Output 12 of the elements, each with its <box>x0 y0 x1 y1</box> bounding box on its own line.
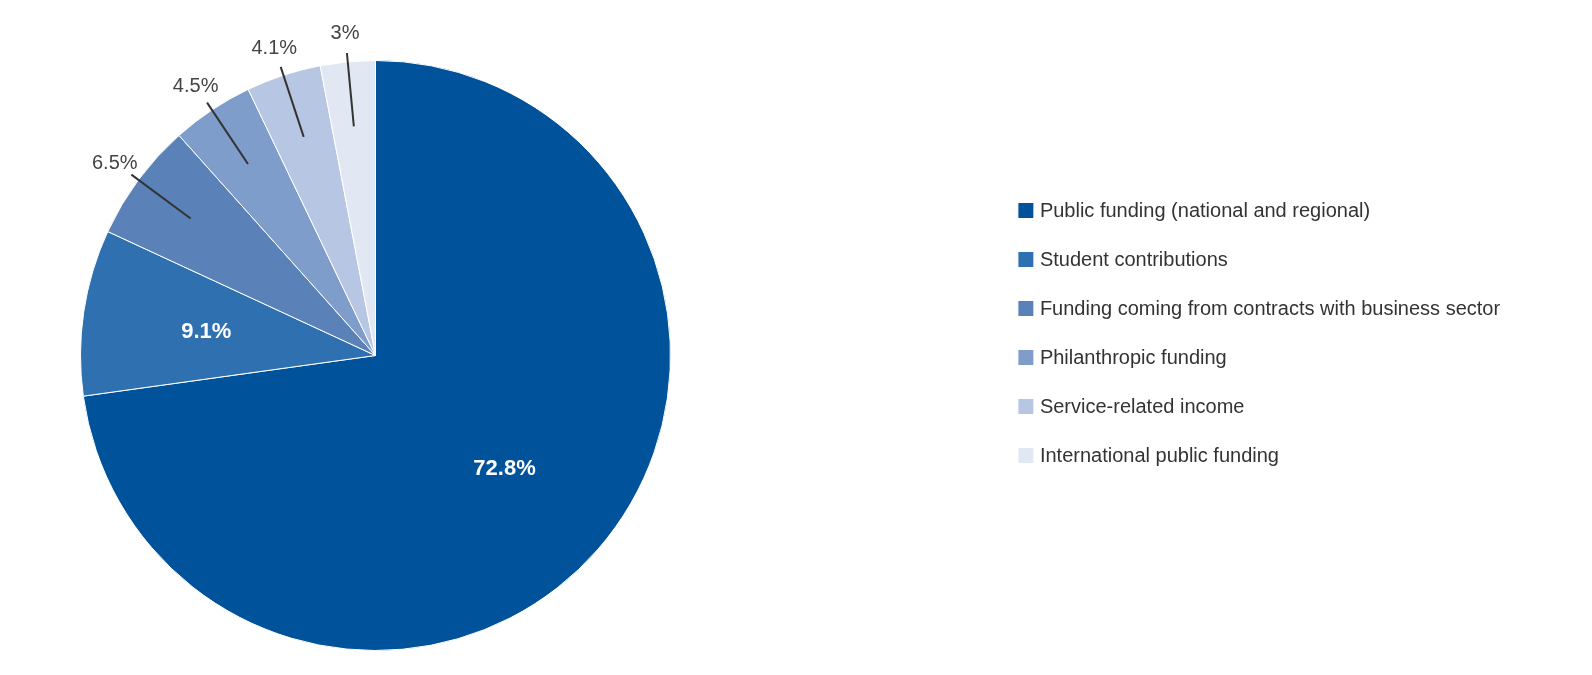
data-label: 4.1% <box>251 36 298 59</box>
legend-label: Student contributions <box>1039 247 1228 271</box>
legend-label: Service-related income <box>1039 394 1245 418</box>
legend-label: Philanthropic funding <box>1039 345 1227 369</box>
data-label: 4.5% <box>172 74 219 97</box>
data-label: 3% <box>330 21 360 44</box>
data-label: 72.8% <box>473 455 536 481</box>
legend-label: Funding coming from contracts with business sector <box>1039 296 1501 320</box>
data-label: 9.1% <box>181 317 232 343</box>
legend-label: Public funding (national and regional) <box>1039 198 1371 222</box>
data-label: 6.5% <box>91 151 138 174</box>
legend-label: International public funding <box>1039 443 1279 467</box>
